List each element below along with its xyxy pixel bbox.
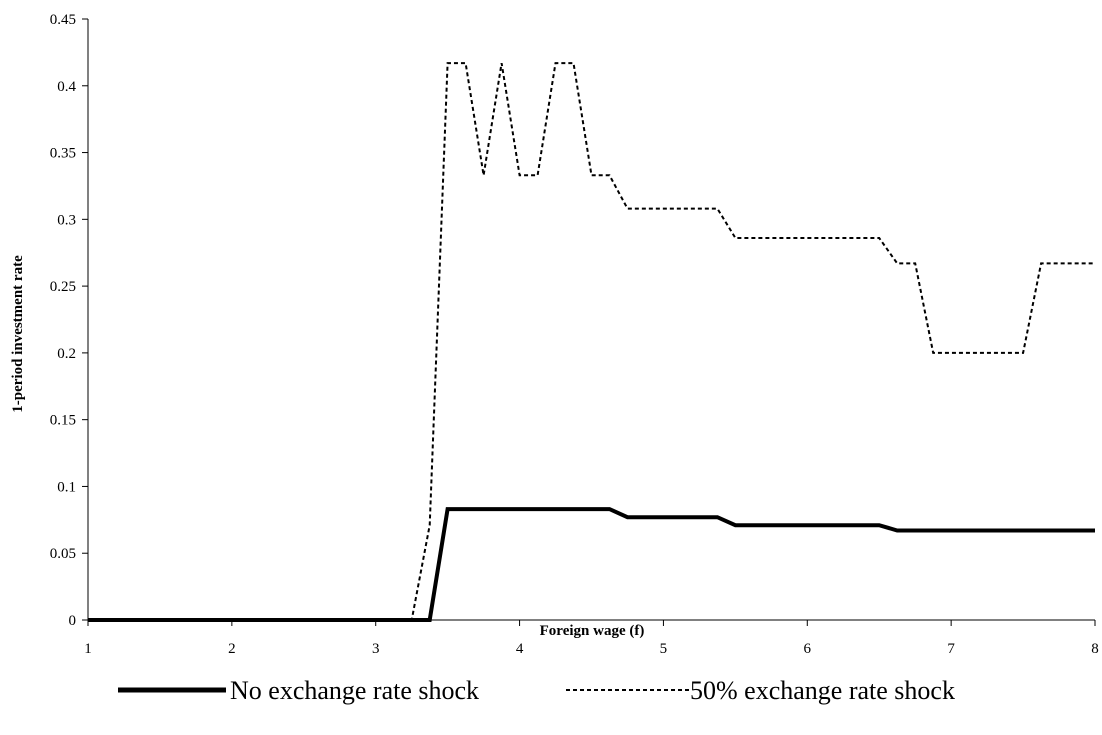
y-tick-label: 0.25 <box>50 279 76 295</box>
x-tick-label: 7 <box>947 641 955 657</box>
y-axis-title: 1-period investment rate <box>10 255 26 413</box>
y-tick-label: 0.4 <box>57 79 76 95</box>
y-axis: 0 0.05 0.1 0.15 0.2 0.25 0.3 0.35 0.4 0.45 <box>50 12 89 629</box>
legend: No exchange rate shock 50% exchange rate … <box>118 676 955 705</box>
y-tick-label: 0.35 <box>50 146 76 162</box>
x-tick-label: 2 <box>228 641 236 657</box>
y-tick-label: 0.3 <box>57 212 76 228</box>
y-ticks: 0 0.05 0.1 0.15 0.2 0.25 0.3 0.35 0.4 0.45 <box>50 12 88 629</box>
x-tick-label: 8 <box>1091 641 1099 657</box>
y-tick-label: 0.15 <box>50 413 76 429</box>
legend-label: No exchange rate shock <box>230 676 479 705</box>
y-tick-label: 0.05 <box>50 546 76 562</box>
y-tick-label: 0.2 <box>57 346 76 362</box>
y-tick-label: 0 <box>69 613 77 629</box>
x-tick-label: 6 <box>804 641 812 657</box>
series-layer <box>88 62 1095 622</box>
y-tick-label: 0.1 <box>57 479 76 495</box>
x-tick-label: 4 <box>516 641 524 657</box>
x-tick-label: 3 <box>372 641 380 657</box>
x-tick-label: 1 <box>84 641 92 657</box>
x-tick-label: 5 <box>660 641 668 657</box>
series-line-no-shock <box>88 507 1095 622</box>
y-tick-label: 0.45 <box>50 12 76 28</box>
series-line-exchange-rate-shock <box>88 62 1095 621</box>
x-axis-title: Foreign wage (f) <box>540 623 645 639</box>
legend-label: 50% exchange rate shock <box>690 676 955 705</box>
